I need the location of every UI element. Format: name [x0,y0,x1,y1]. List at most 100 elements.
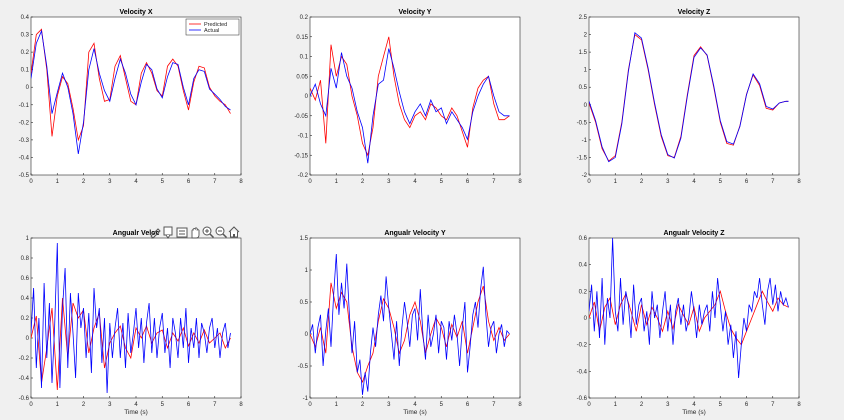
x-tick-label: 6 [466,402,470,408]
y-tick-label: 0.4 [21,296,30,302]
y-tick-label: -0.05 [294,114,308,120]
zoom-in-icon[interactable] [202,226,215,239]
y-tick-label: 1.5 [300,236,309,242]
brush-icon[interactable] [150,228,161,239]
plot-area [309,16,521,176]
x-tick-label: 2 [82,402,86,408]
series-line-actual [310,253,510,395]
x-tick-label: 6 [745,402,749,408]
x-tick-label: 4 [134,402,138,408]
series-line-actual [31,242,231,394]
x-tick-label: 5 [440,402,444,408]
y-tick-label: 0.1 [300,55,309,61]
zoom-out-icon[interactable] [215,226,228,239]
x-tick-label: 4 [692,179,696,185]
x-tick-label: 6 [187,402,191,408]
y-tick-label: -0.2 [298,173,309,179]
x-tick-label: 3 [387,402,391,408]
x-tick-label: 3 [108,402,112,408]
subplot-4: 0 1 2 3 4 5 6 7 8 -0.6 -0.4 -0.2 0 0.2 0.4 0.6 0.8 1 Angua… [19,230,244,416]
chart-title: Angualr Velocity Y [384,230,446,237]
series-line-actual [310,48,510,164]
x-tick-label: 2 [361,179,365,185]
plot-area [309,237,521,399]
chart-title: Angualr Veloc [113,230,160,237]
home-icon[interactable] [228,226,240,238]
y-tick-label: 2 [584,33,588,39]
y-tick-label: -0.5 [19,173,30,179]
y-tick-label: 0.2 [579,289,588,295]
y-tick-label: -0.6 [19,396,30,402]
x-tick-label: 2 [361,402,365,408]
legend-box [185,18,240,36]
x-tick-label: 7 [771,179,775,185]
series-line-actual [589,238,789,379]
chart-title: Angualr Velocity Z [663,230,725,237]
y-tick-label: 0 [584,103,588,109]
axes-layer: 0 1 2 3 4 5 6 7 8 -0.5 -0.4 -0.3 -0.2 -0.1 0 0.1 0.2 0.3 0… [19,9,802,416]
subplot-1: 0 1 2 3 4 5 6 7 8 -0.5 -0.4 -0.3 -0.2 -0.1 0 0.1 0.2 0.3 0… [19,9,244,185]
x-tick-label: 1 [614,402,618,408]
x-axis-label: Time (s) [403,409,427,416]
y-tick-label: 1.5 [579,50,588,56]
insert-data-tip-icon[interactable] [163,226,173,239]
y-tick-label: -2 [582,173,588,179]
y-tick-label: -0.2 [19,356,30,362]
x-tick-label: 1 [335,402,339,408]
legend-icon[interactable] [176,227,188,238]
x-tick-label: 6 [745,179,749,185]
x-tick-label: 5 [719,402,723,408]
x-tick-label: 7 [213,179,217,185]
x-tick-label: 4 [413,402,417,408]
y-tick-label: 0 [26,85,30,91]
x-tick-label: 8 [239,179,243,185]
x-tick-label: 8 [239,402,243,408]
y-tick-label: -1 [582,138,588,144]
y-tick-label: -0.2 [577,343,588,349]
y-tick-label: -0.6 [577,396,588,402]
y-tick-label: 0.5 [579,85,588,91]
x-tick-label: 5 [719,179,723,185]
x-tick-label: 1 [614,179,618,185]
axes-toolbar[interactable] [150,226,240,239]
y-tick-label: -0.4 [19,155,30,161]
pan-icon[interactable] [191,227,200,239]
x-tick-label: 8 [797,179,801,185]
subplot-6: 0 1 2 3 4 5 6 7 8 -0.6 -0.4 -0.2 0 0.2 0.4 0.6 Angualr V… [577,230,802,416]
y-tick-label: 1 [26,236,30,242]
x-tick-label: 0 [587,179,591,185]
subplot-2: 0 1 2 3 4 5 6 7 8 -0.2 -0.15 -0.1 -0.05 0 0.05 0.1 0.15 0… [294,9,522,185]
y-tick-label: 0.4 [21,15,30,21]
x-tick-label: 0 [308,402,312,408]
series-line-predicted [31,28,231,142]
x-tick-label: 7 [492,402,496,408]
y-tick-label: 0 [305,332,309,338]
x-tick-label: 8 [797,402,801,408]
x-axis-label: Time (s) [682,409,706,416]
x-tick-label: 8 [518,402,522,408]
subplot-5: 0 1 2 3 4 5 6 7 8 -1 -0.5 0 0.5 1 1.5 Angualr Velocity … [298,230,523,416]
y-tick-label: 0 [584,316,588,322]
x-tick-label: 3 [666,402,670,408]
x-tick-label: 5 [161,402,165,408]
x-tick-label: 2 [640,179,644,185]
y-tick-label: -1 [303,396,309,402]
x-tick-label: 0 [587,402,591,408]
y-tick-label: -0.3 [19,138,30,144]
legend-label-predicted: Predicted [204,22,227,28]
chart-title: Velocity X [119,9,152,16]
plot-area [588,16,800,176]
x-tick-label: 1 [56,402,60,408]
series-line-actual [31,29,231,154]
y-tick-label: -0.1 [298,134,309,140]
plot-area [588,237,800,399]
y-tick-label: -1.5 [577,155,588,161]
series-line-actual [589,32,789,163]
x-tick-label: 4 [134,179,138,185]
y-tick-label: -0.5 [577,120,588,126]
x-tick-label: 8 [518,179,522,185]
x-tick-label: 5 [440,179,444,185]
y-tick-label: 1 [305,268,309,274]
